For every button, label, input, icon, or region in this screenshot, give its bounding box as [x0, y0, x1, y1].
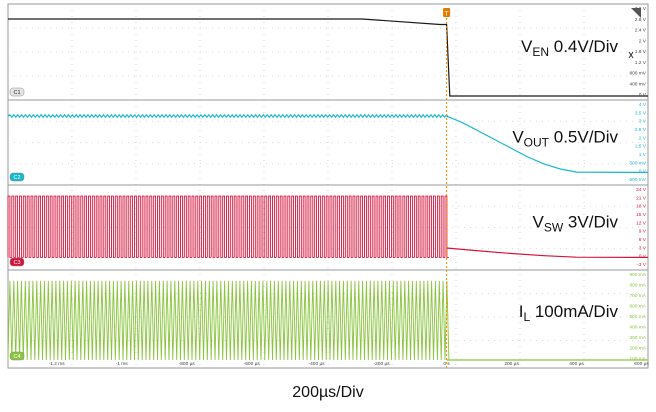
y-tick-label: -500 mV — [628, 177, 647, 183]
y-tick-label: 3 V — [639, 245, 647, 251]
trigger-marker — [443, 8, 451, 17]
y-tick-label: 9 V — [639, 229, 647, 235]
channel-scale-label: VOUT 0.5V/Div — [512, 128, 618, 150]
y-tick-label: 6 V — [639, 237, 647, 243]
x-tick-label: 200 µs — [504, 361, 519, 367]
y-tick-label: 900 mA — [629, 272, 646, 278]
y-tick-label: 24 V — [636, 187, 647, 193]
channel-badge-label: C3 — [13, 260, 20, 266]
y-tick-label: 500 mV — [629, 160, 646, 166]
y-tick-label: 0 V — [639, 169, 647, 175]
channel-badge-bg — [9, 257, 25, 267]
trace-c3-switching — [7, 195, 449, 258]
channel-scale-label: IL 100mA/Div — [519, 302, 619, 324]
y-tick-label: 4 V — [639, 102, 647, 108]
y-tick-label: 500 mA — [629, 314, 646, 320]
y-tick-label: 3 V — [639, 119, 647, 125]
y-tick-label: 0 V — [639, 92, 647, 98]
y-tick-label: 200 mA — [629, 346, 646, 352]
x-tick-label: -1 ms — [116, 361, 129, 367]
y-tick-label: 800 mV — [629, 71, 646, 77]
y-tick-label: 100 mA — [629, 356, 646, 362]
trace-c3 — [446, 247, 649, 258]
y-tick-label: 400 mA — [629, 325, 646, 331]
y-tick-label: 300 mA — [629, 335, 646, 341]
timebase-caption: 200µs/Div — [292, 384, 364, 401]
y-tick-label: 18 V — [636, 204, 647, 210]
y-tick-label: 15 V — [636, 212, 647, 218]
channel-badge-bg — [9, 172, 25, 182]
y-tick-label: 800 mA — [629, 283, 646, 289]
channel-badge-label: C1 — [13, 90, 20, 96]
y-tick-label: 21 V — [636, 195, 647, 201]
y-tick-label: 1.2 V — [635, 60, 647, 66]
y-tick-label: 1 V — [639, 152, 647, 158]
channel-offset-icon — [628, 51, 634, 59]
x-tick-label: 0 s — [443, 361, 450, 367]
channel-badge-bg — [9, 87, 25, 97]
trace-c1 — [8, 18, 648, 97]
channel-badge-label: C4 — [13, 354, 20, 360]
trace-c4-switching — [7, 280, 450, 361]
y-tick-label: 2 V — [639, 38, 647, 44]
y-tick-label: 12 V — [636, 220, 647, 226]
trace-c2 — [7, 113, 649, 173]
y-tick-label: -3 V — [637, 262, 647, 268]
y-tick-label: 2 V — [639, 135, 647, 141]
channel-scale-label: VEN 0.4V/Div — [521, 37, 618, 59]
y-tick-label: 1.5 V — [635, 144, 647, 150]
x-tick-label: 600 µs — [634, 361, 649, 367]
y-tick-label: 600 mA — [629, 304, 646, 310]
trigger-marker-label: T — [445, 11, 449, 18]
x-tick-label: -400 µs — [309, 361, 326, 367]
channel-badge-label: C2 — [13, 175, 20, 181]
x-tick-label: -200 µs — [374, 361, 391, 367]
y-tick-label: 2.4 V — [635, 28, 647, 34]
y-tick-label: 0 V — [639, 254, 647, 260]
y-tick-label: 1.6 V — [635, 49, 647, 55]
x-tick-label: -800 µs — [179, 361, 196, 367]
display-corner-icon — [631, 8, 641, 18]
channel-badge-bg — [9, 351, 25, 361]
channel-scale-label: VSW 3V/Div — [533, 213, 619, 235]
x-tick-label: 400 µs — [569, 361, 584, 367]
x-tick-label: -600 µs — [244, 361, 261, 367]
y-tick-label: 2.8 V — [635, 17, 647, 23]
y-tick-label: 400 mV — [629, 81, 646, 87]
y-tick-label: 700 mA — [629, 293, 646, 299]
y-tick-label: 2.5 V — [635, 127, 647, 133]
x-tick-label: -1.2 ms — [49, 361, 66, 367]
y-tick-label: 3.5 V — [635, 110, 647, 116]
